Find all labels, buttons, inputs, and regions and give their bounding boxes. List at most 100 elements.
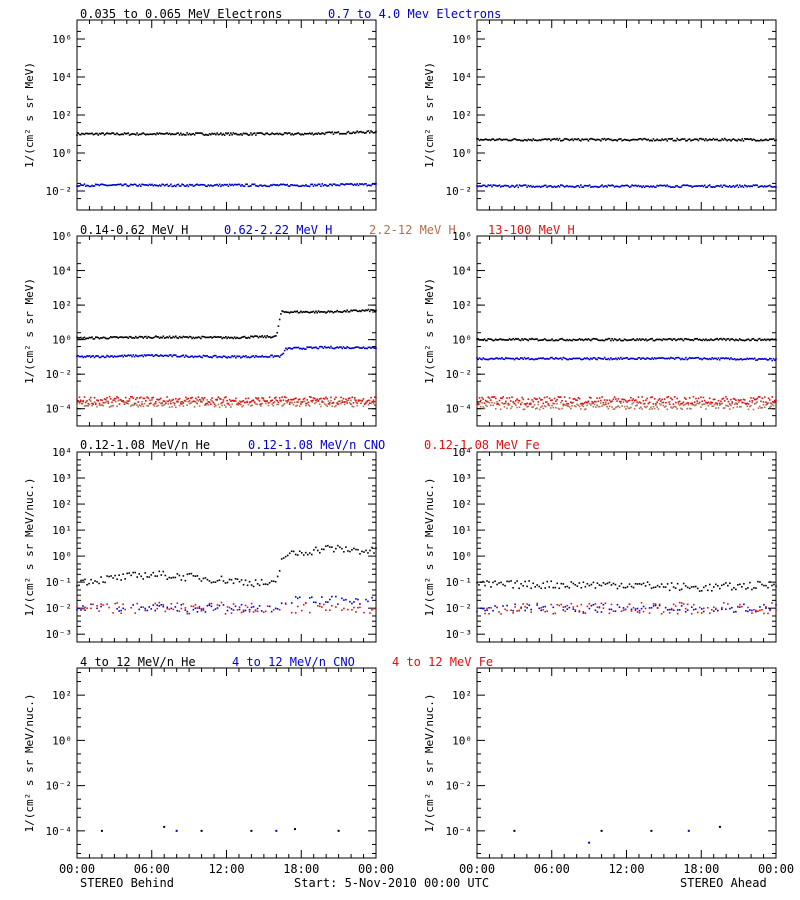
data-point <box>365 183 367 185</box>
data-point <box>506 138 508 141</box>
data-point <box>477 338 480 340</box>
data-point <box>192 575 195 577</box>
data-point <box>254 579 257 581</box>
data-point <box>217 185 220 187</box>
data-point <box>715 357 717 360</box>
data-point <box>566 608 569 610</box>
data-point <box>317 605 319 607</box>
data-point <box>142 578 145 580</box>
data-point <box>177 337 180 340</box>
data-point <box>122 401 125 403</box>
data-point <box>598 397 601 399</box>
data-point <box>671 407 673 409</box>
data-point <box>211 185 213 187</box>
data-point <box>327 601 329 603</box>
y-axis-label: 1/(cm² s sr MeV/nuc.) <box>23 477 36 616</box>
data-point <box>621 184 623 187</box>
data-point <box>524 609 526 612</box>
data-point <box>565 404 567 406</box>
data-point <box>263 184 266 187</box>
data-point <box>542 185 545 188</box>
data-point <box>375 309 377 312</box>
data-point <box>482 607 484 610</box>
data-point <box>341 183 344 185</box>
data-point <box>532 400 535 403</box>
data-point <box>708 138 711 141</box>
data-point <box>576 585 579 587</box>
data-point <box>733 403 736 405</box>
data-point <box>106 354 108 357</box>
data-point <box>351 347 354 349</box>
data-point <box>162 183 165 186</box>
data-point <box>240 603 243 606</box>
data-point <box>745 339 747 341</box>
data-point <box>198 184 201 186</box>
data-point <box>255 354 257 357</box>
data-point <box>506 397 508 399</box>
data-point <box>654 603 657 605</box>
data-point <box>568 139 571 142</box>
data-point <box>502 396 505 398</box>
data-point <box>116 132 118 135</box>
data-point <box>168 184 171 187</box>
data-point <box>93 396 96 399</box>
data-point <box>202 577 205 580</box>
data-point <box>197 132 200 134</box>
data-point <box>499 357 502 360</box>
data-point <box>681 138 683 140</box>
data-point <box>296 554 299 556</box>
data-point <box>206 399 208 401</box>
data-point <box>296 346 298 349</box>
data-point <box>101 132 103 134</box>
data-point <box>767 402 770 404</box>
data-point <box>107 337 110 340</box>
data-point <box>565 185 567 188</box>
y-tick-label: 10⁻¹ <box>446 576 473 589</box>
data-point <box>524 358 527 360</box>
data-point <box>483 402 486 404</box>
data-point <box>683 138 686 140</box>
data-point <box>177 401 180 403</box>
data-point <box>571 358 573 360</box>
data-point <box>248 185 251 188</box>
data-point <box>157 185 160 187</box>
data-point <box>725 582 727 584</box>
data-point <box>672 609 675 612</box>
data-point <box>246 133 248 135</box>
data-point <box>478 139 481 142</box>
data-point <box>316 400 319 402</box>
data-point <box>307 185 310 188</box>
data-point <box>531 139 533 142</box>
y-tick-label: 10⁻² <box>46 602 73 615</box>
data-point <box>476 338 478 340</box>
data-point <box>247 185 250 188</box>
data-point <box>625 400 627 402</box>
data-point <box>643 358 646 360</box>
data-point <box>76 336 78 339</box>
data-point <box>126 400 128 402</box>
data-point <box>325 396 327 399</box>
data-point <box>633 339 636 341</box>
data-point <box>728 358 731 361</box>
data-point <box>661 138 663 140</box>
data-point <box>627 399 630 402</box>
data-point <box>718 358 721 361</box>
data-point <box>265 355 267 358</box>
data-point <box>740 357 742 360</box>
data-point <box>771 186 774 188</box>
data-point <box>631 184 633 186</box>
data-point <box>176 132 178 135</box>
data-point <box>123 183 126 186</box>
data-point <box>84 185 87 188</box>
data-point <box>493 402 496 404</box>
data-point <box>742 339 745 342</box>
data-point <box>542 357 545 359</box>
data-point <box>281 183 283 186</box>
data-point <box>337 310 340 313</box>
data-point <box>498 582 500 584</box>
data-point <box>600 140 602 142</box>
data-point <box>351 602 353 605</box>
data-point <box>501 139 503 141</box>
data-point <box>217 403 220 406</box>
data-point <box>156 398 158 401</box>
